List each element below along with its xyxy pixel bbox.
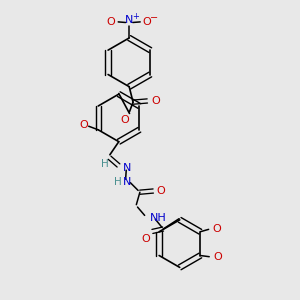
- Text: +: +: [132, 12, 139, 21]
- Text: N: N: [123, 164, 131, 173]
- Text: O: O: [80, 120, 88, 130]
- Text: O: O: [157, 186, 166, 196]
- Text: H: H: [114, 176, 122, 187]
- Text: NH: NH: [149, 213, 166, 223]
- Text: −: −: [150, 13, 158, 23]
- Text: N: N: [125, 15, 134, 25]
- Text: N: N: [123, 176, 132, 187]
- Text: O: O: [142, 17, 151, 27]
- Text: O: O: [151, 96, 160, 106]
- Text: O: O: [107, 17, 116, 27]
- Text: H: H: [101, 159, 109, 169]
- Text: O: O: [213, 224, 221, 234]
- Text: O: O: [142, 234, 150, 244]
- Text: O: O: [120, 115, 129, 124]
- Text: O: O: [213, 252, 222, 262]
